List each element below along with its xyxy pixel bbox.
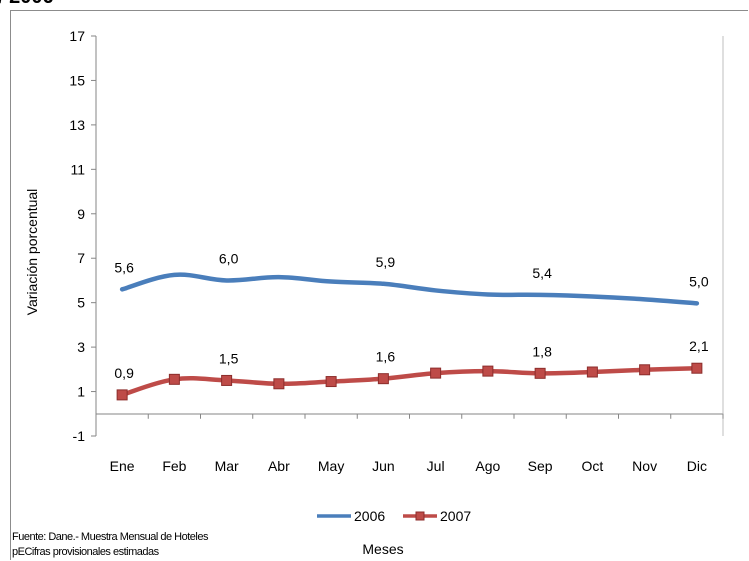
point-marker-2007	[168, 373, 180, 385]
source-line-2: pECifras provisionales estimadas	[12, 546, 160, 558]
y-tick-label: 3	[77, 339, 85, 355]
x-tick-label: Nov	[632, 458, 657, 474]
data-label-2007: 2,1	[689, 338, 709, 354]
legend: 2006 2007	[317, 508, 471, 524]
x-tick-label: Jul	[427, 458, 445, 474]
series-line-2007	[119, 365, 700, 398]
data-label-2006: 5,4	[532, 265, 552, 281]
x-tick-label: Mar	[215, 458, 239, 474]
legend-marker-2007	[415, 511, 425, 521]
series-lines	[119, 272, 700, 398]
data-labels: 5,6 6,0 5,9 5,4 5,0 0,9 1,5 1,6 1,8 2,1	[114, 250, 708, 380]
x-tick-label: Ene	[110, 458, 135, 474]
page-title: / 2006	[0, 0, 54, 9]
point-marker-2007	[430, 367, 442, 379]
y-tick-label: 1	[77, 384, 85, 400]
legend-label-2007: 2007	[440, 508, 471, 524]
x-axis-ticks: Ene Feb Mar Abr May Jun Jul Ago Sep Oct Nov Dic	[95, 413, 724, 474]
point-marker-2007	[534, 367, 546, 379]
data-label-2007: 1,6	[376, 349, 396, 365]
data-label-2006: 5,6	[114, 259, 134, 275]
x-tick-label: Jun	[372, 458, 395, 474]
point-marker-2007	[116, 389, 128, 401]
y-tick-label: 5	[77, 295, 85, 311]
y-tick-label: 11	[70, 161, 85, 177]
y-tick-label: 17	[69, 28, 85, 44]
point-marker-2007	[377, 373, 389, 385]
data-label-2006: 5,0	[689, 273, 709, 289]
y-tick-label: 9	[77, 206, 85, 222]
point-marker-2007	[639, 364, 651, 376]
data-label-2006: 5,9	[376, 254, 396, 270]
y-tick-label: 7	[77, 250, 85, 266]
point-marker-2007	[221, 374, 233, 386]
data-label-2007: 1,5	[219, 350, 239, 366]
source-line-1: Fuente: Dane.- Muestra Mensual de Hotele…	[12, 531, 209, 543]
point-marker-2007	[325, 376, 337, 388]
data-label-2006: 6,0	[219, 250, 239, 266]
series-markers	[116, 362, 703, 401]
x-tick-label: Dic	[687, 458, 707, 474]
x-tick-label: Sep	[528, 458, 553, 474]
data-label-2007: 0,9	[114, 365, 134, 381]
x-tick-label: Abr	[268, 458, 290, 474]
y-tick-label: 15	[69, 72, 85, 88]
point-marker-2007	[482, 365, 494, 377]
point-marker-2007	[586, 366, 598, 378]
series-line-2006	[119, 272, 700, 306]
y-axis-title: Variación porcentual	[24, 189, 40, 316]
legend-label-2006: 2006	[354, 508, 385, 524]
x-axis-title: Meses	[362, 541, 403, 557]
x-tick-label: Ago	[475, 458, 500, 474]
point-marker-2007	[273, 378, 285, 390]
x-tick-label: May	[318, 458, 344, 474]
x-tick-label: Oct	[581, 458, 603, 474]
x-tick-label: Feb	[162, 458, 186, 474]
data-label-2007: 1,8	[532, 343, 552, 359]
point-marker-2007	[691, 362, 703, 374]
y-tick-label: -1	[73, 428, 86, 444]
y-tick-label: 13	[69, 117, 85, 133]
chart-frame	[10, 10, 748, 560]
